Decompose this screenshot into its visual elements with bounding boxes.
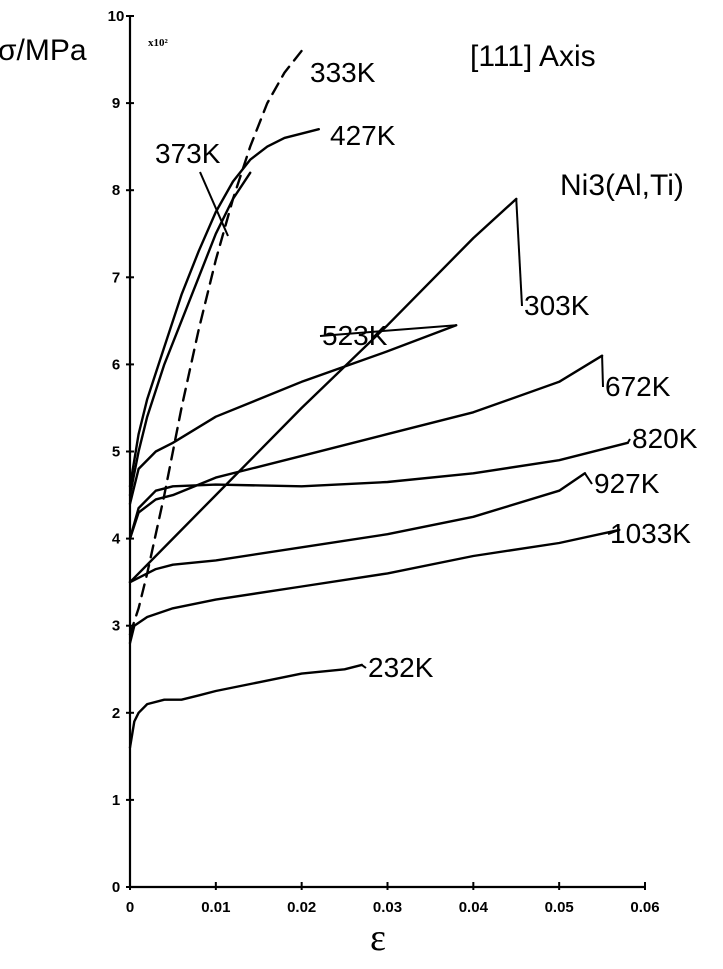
y-tick-label: 3 xyxy=(112,618,120,635)
y-tick-label: 1 xyxy=(112,792,120,809)
x-tick-label: 0.02 xyxy=(287,899,316,916)
label-leader-820k xyxy=(626,438,631,444)
label-leader-373k xyxy=(199,171,229,237)
label-leader-672k xyxy=(601,355,604,388)
series-label-232k: 232K xyxy=(368,652,434,683)
y-scale-note: x10² xyxy=(148,37,169,49)
series-label-927k: 927K xyxy=(594,468,660,499)
label-leader-303k xyxy=(515,198,523,307)
chart-subtitle: Ni3(Al,Ti) xyxy=(560,169,684,202)
x-tick-label: 0.06 xyxy=(630,899,659,916)
y-tick-label: 0 xyxy=(112,879,120,896)
chart-title: [111] Axis xyxy=(470,40,596,73)
y-tick-label: 7 xyxy=(112,269,120,286)
x-tick-label: 0 xyxy=(126,899,134,916)
x-tick-label: 0.03 xyxy=(373,899,402,916)
y-tick-label: 4 xyxy=(112,531,121,548)
x-tick-label: 0.01 xyxy=(201,899,230,916)
series-line-523k xyxy=(128,324,458,505)
series-label-523k: 523K xyxy=(322,320,388,351)
label-leader-1033k xyxy=(607,528,620,535)
x-axis-label: ε xyxy=(370,917,386,959)
series-line-927k xyxy=(128,472,587,584)
label-leader-232k xyxy=(361,664,367,669)
curves xyxy=(128,49,629,749)
series-line-672k xyxy=(128,354,604,540)
series-line-232k xyxy=(128,663,363,749)
series-label-427k: 427K xyxy=(330,120,396,151)
y-tick-label: 2 xyxy=(112,705,120,722)
labels: 333K 427K 373K 523K 303K 672K 820K 927K 1033K 232… xyxy=(155,57,698,683)
label-leader-523k xyxy=(319,324,457,337)
y-tick-label: 8 xyxy=(112,182,120,199)
y-tick-label: 5 xyxy=(112,444,120,461)
y-axis-label: σ/MPa xyxy=(0,34,87,67)
label-leader-927k xyxy=(584,472,593,485)
series-line-333k xyxy=(128,49,303,636)
series-label-1033k: 1033K xyxy=(610,518,691,549)
y-tick-label: 9 xyxy=(112,95,120,112)
y-tick-label: 6 xyxy=(112,356,120,373)
series-line-373k xyxy=(128,171,252,497)
series-label-373k: 373K xyxy=(155,138,221,169)
axes: 0 1 2 3 4 5 6 7 8 9 10 0 0.01 0.02 0.03 0.04 0.05 0.06 xyxy=(108,8,660,916)
x-tick-label: 0.05 xyxy=(545,899,574,916)
series-label-303k: 303K xyxy=(524,290,590,321)
series-label-672k: 672K xyxy=(605,371,671,402)
series-line-820k xyxy=(128,441,629,540)
series-line-1033k xyxy=(128,528,621,645)
x-tick-label: 0.04 xyxy=(459,899,489,916)
series-label-820k: 820K xyxy=(632,423,698,454)
series-line-427k xyxy=(128,127,320,488)
series-label-333k: 333K xyxy=(310,57,376,88)
y-tick-label: 10 xyxy=(108,8,125,25)
series-line-303k xyxy=(128,197,518,584)
